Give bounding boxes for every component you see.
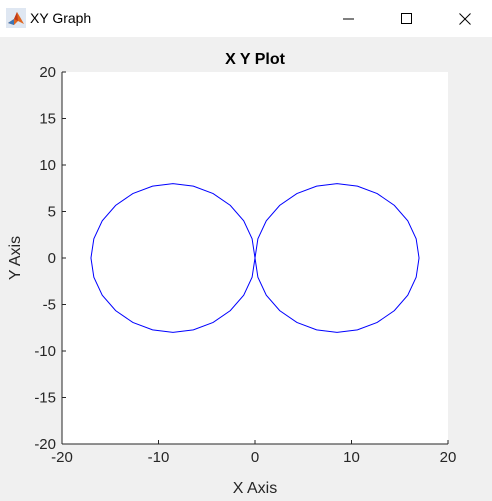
window-title: XY Graph xyxy=(30,10,92,26)
y-tick-label: -5 xyxy=(43,297,56,314)
tick-layer: -20 -10 0 10 20 20 15 10 5 0 -5 -10 -15 -20 xyxy=(34,64,456,466)
y-tick-label: 20 xyxy=(39,64,56,81)
close-icon xyxy=(459,12,471,25)
x-tick-label: -20 xyxy=(51,449,73,466)
chart-title: X Y Plot xyxy=(225,51,286,68)
minimize-icon xyxy=(343,18,354,19)
x-tick-label: -10 xyxy=(148,449,170,466)
x-tick-label: 10 xyxy=(343,449,360,466)
title-bar[interactable]: XY Graph xyxy=(0,0,492,37)
x-axis-label: X Axis xyxy=(233,480,277,496)
x-tick-label: 0 xyxy=(251,449,259,466)
y-tick-label: 15 xyxy=(39,111,56,128)
figure-area: -20 -10 0 10 20 20 15 10 5 0 -5 -10 -15 -20 X Y Plot … xyxy=(0,37,492,497)
maximize-button[interactable] xyxy=(378,0,436,37)
y-tick-label: 10 xyxy=(39,157,56,174)
y-tick-label: -15 xyxy=(34,390,56,407)
series-line xyxy=(90,183,420,333)
y-tick-label: 5 xyxy=(48,204,56,221)
minimize-button[interactable] xyxy=(320,0,378,37)
y-tick-label: -10 xyxy=(34,343,56,360)
y-axis-label: Y Axis xyxy=(7,236,24,280)
maximize-icon xyxy=(401,12,412,24)
y-tick-label: 0 xyxy=(48,250,56,267)
x-tick-label: 20 xyxy=(440,449,457,466)
matlab-logo-icon xyxy=(6,8,26,28)
close-button[interactable] xyxy=(436,0,492,37)
y-tick-label: -20 xyxy=(34,436,56,453)
